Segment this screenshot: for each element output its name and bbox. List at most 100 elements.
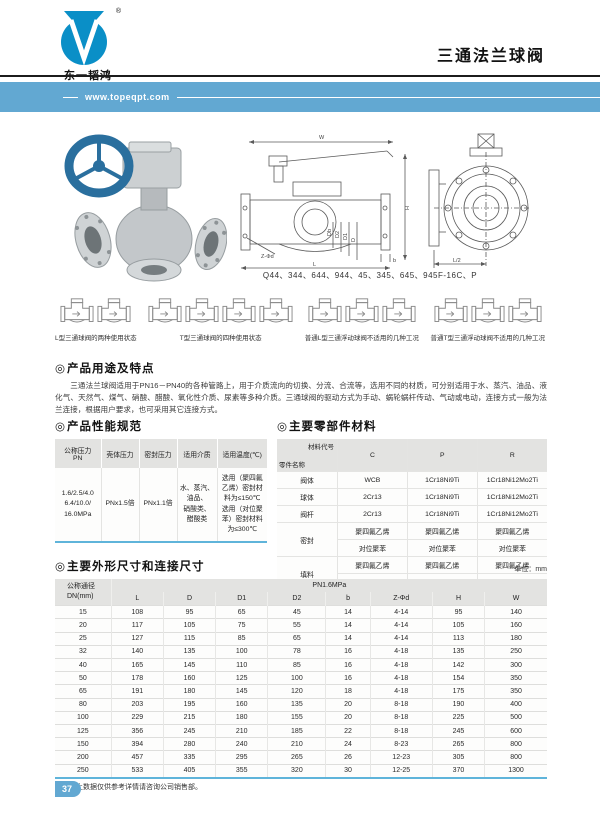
- table-cell: 125: [55, 723, 112, 738]
- dn-column-header: 公称通径 DN(mm): [55, 579, 112, 606]
- table-cell: 457: [111, 750, 164, 765]
- table-cell: 356: [111, 723, 164, 738]
- table-cell: 14: [325, 618, 371, 633]
- table-cell: 95: [432, 605, 486, 619]
- section-usage: ◎产品用途及特点 三通法兰球阀适用于PN16－PN40的各种管路上，用于介质流向…: [55, 360, 547, 416]
- column-header: 适用介质: [177, 439, 218, 468]
- table-cell: 2Cr13: [337, 505, 408, 523]
- dim-l2-label: L/2: [453, 258, 461, 264]
- table-cell: 1Cr18Ni9Ti: [407, 505, 478, 523]
- table-cell: 1.6/2.5/4.0 6.4/10.0/ 16.0MPa: [55, 468, 102, 543]
- section-bullet-icon: ◎: [55, 363, 67, 375]
- dim-d1-label: D1: [343, 233, 349, 240]
- table-cell: 180: [215, 710, 269, 725]
- diagram-caption: L型三通球阀的两种使用状态: [55, 335, 137, 342]
- section-usage-title: ◎产品用途及特点: [55, 360, 547, 376]
- website-url: www.topeqpt.com: [85, 92, 170, 102]
- table-cell: 2Cr13: [337, 488, 408, 506]
- table-cell: 1Cr18Ni9Ti: [407, 471, 478, 489]
- table-cell: 280: [163, 737, 217, 751]
- table-row: 20 117 105 75 55 14 4-14 105 160: [55, 618, 547, 633]
- tee-valve-icon: [185, 298, 219, 323]
- table-cell: WCB: [337, 471, 408, 489]
- section-materials: ◎主要零部件材料 材料代号 零件名称 C P R 阀体 WCB 1Cr18Ni9Ti 1Cr18…: [277, 418, 547, 592]
- diagram-caption: T型三通球阀的四种使用状态: [179, 335, 262, 342]
- corner-header: 材料代号 零件名称: [277, 439, 338, 472]
- table-cell: 155: [267, 710, 327, 725]
- table-cell: 100: [55, 710, 112, 725]
- dimensions-table: 公称通径 DN(mm) PN1.6MPa L D D1 D2 b Z-Φd H W 15 108 95 6…: [55, 579, 547, 779]
- column-header: 壳体压力: [101, 439, 140, 468]
- table-cell: 180: [484, 631, 547, 646]
- column-header: 密封压力: [139, 439, 178, 468]
- product-photo: [64, 134, 227, 282]
- section-title-text: 产品用途及特点: [67, 363, 155, 375]
- table-cell: 95: [163, 605, 217, 619]
- tee-valve-icon: [222, 298, 256, 323]
- column-header: W: [484, 592, 547, 606]
- section-title-text: 主要外形尺寸和连接尺寸: [67, 561, 205, 573]
- table-cell: 105: [432, 618, 486, 633]
- table-cell: 250: [484, 644, 547, 659]
- table-cell: 12-23: [370, 750, 433, 765]
- section-materials-title: ◎主要零部件材料: [277, 418, 547, 434]
- table-cell: 203: [111, 697, 164, 712]
- table-cell: 1Cr18Ni12Mo2Ti: [477, 471, 547, 489]
- table-row: 32 140 135 100 78 16 4-18 135 250: [55, 644, 547, 659]
- table-cell: 聚四氟乙烯: [337, 556, 408, 574]
- table-cell: 4-14: [370, 618, 433, 633]
- dim-d2-label: D2: [335, 231, 341, 238]
- tee-valve-icons: [55, 297, 137, 329]
- part-name-cell: 球体: [277, 488, 338, 506]
- table-cell: 8-18: [370, 697, 433, 712]
- table-cell: 30: [325, 763, 371, 778]
- table-cell: 40: [55, 658, 112, 672]
- section-bullet-icon: ◎: [55, 561, 67, 573]
- table-cell: 聚四氟乙烯: [407, 556, 478, 574]
- header-blue-bar: www.topeqpt.com: [0, 82, 600, 112]
- mid-tables-row: ◎产品性能规范 公称压力 PN 壳体压力 密封压力 适用介质 适用温度(℃) 1.6/2.…: [55, 418, 547, 592]
- table-header-row: L D D1 D2 b Z-Φd H W: [55, 592, 547, 606]
- table-row: 填料 聚四氟乙烯 聚四氟乙烯 聚四氟乙烯: [277, 556, 547, 591]
- table-cell: 75: [215, 618, 269, 633]
- dim-l-label: L: [313, 262, 316, 268]
- handwheel-icon: [64, 134, 134, 198]
- section-dimensions: ◎主要外形尺寸和连接尺寸 单位：mm 公称通径 DN(mm) PN1.6MPa L D…: [55, 558, 547, 792]
- table-cell: 245: [432, 723, 486, 738]
- section-performance-title: ◎产品性能规范: [55, 418, 267, 434]
- dim-zd-label: Z-Φd: [261, 254, 274, 260]
- table-cell: 125: [215, 671, 269, 685]
- table-row: 阀杆 2Cr13 1Cr18Ni9Ti 1Cr18Ni12Mo2Ti: [277, 505, 547, 523]
- footnote: 注：以上数据仅供参考详情请咨询公司销售部。: [55, 783, 202, 791]
- table-cell: 78: [267, 644, 327, 659]
- dim-b-label: b: [393, 258, 396, 264]
- table-cell: 142: [432, 658, 486, 672]
- table-row: 15 108 95 65 45 14 4-14 95 140: [55, 605, 547, 619]
- logo-icon: [61, 11, 107, 66]
- table-cell: 113: [432, 631, 486, 646]
- tee-valve-icons: [305, 297, 419, 329]
- table-cell: 265: [267, 750, 327, 765]
- section-title-text: 主要零部件材料: [289, 421, 377, 433]
- table-row: 100 229 215 180 155 20 8-18 225 500: [55, 710, 547, 725]
- diagram-caption: 普通L型三通浮动球阀不适用的几种工况: [304, 335, 419, 342]
- dimensions-header: ◎主要外形尺寸和连接尺寸 单位：mm: [55, 558, 547, 574]
- tee-valve-icon: [508, 298, 542, 323]
- table-cell: 4-14: [370, 631, 433, 646]
- table-cell: 水、蒸汽、 油品、 硝酸类、 醋酸类: [177, 468, 218, 543]
- diagram-caption: 普通T型三通浮动球阀不适用的几种工况: [430, 335, 545, 342]
- page-title: 三通法兰球阀: [436, 48, 545, 65]
- table-cell: 265: [432, 737, 486, 751]
- table-cell: 对位聚苯: [407, 539, 478, 557]
- tee-valve-icon: [60, 298, 94, 323]
- table-row: 1.6/2.5/4.0 6.4/10.0/ 16.0MPa PNx1.5倍 PNx1…: [55, 468, 267, 543]
- tee-valve-icon: [471, 298, 505, 323]
- registered-mark: ®: [115, 8, 121, 15]
- table-cell: 聚四氟乙烯: [407, 522, 478, 540]
- table-cell: 190: [432, 697, 486, 712]
- table-cell: 180: [163, 684, 217, 699]
- table-cell: 117: [111, 618, 164, 633]
- tee-valve-icon: [308, 298, 342, 323]
- table-row: 50 178 160 125 100 16 4-18 154 350: [55, 671, 547, 685]
- diagram-group-t-type: T型三通球阀的四种使用状态: [148, 297, 293, 342]
